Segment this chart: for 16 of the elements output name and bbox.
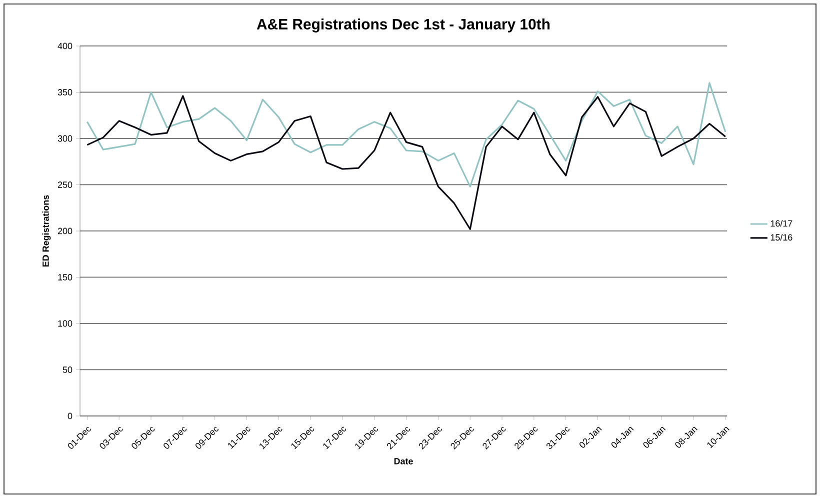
y-tick-label: 0	[68, 412, 72, 420]
y-tick-label: 100	[58, 320, 72, 327]
y-tick-label: 150	[58, 274, 72, 280]
y-tick-label: 200	[58, 228, 72, 234]
y-axis-title: ED Registrations	[42, 195, 51, 267]
legend-label: 16/17	[770, 220, 792, 227]
y-tick-label: 400	[58, 42, 72, 50]
legend-label: 15/16	[770, 234, 792, 241]
y-tick-label: 300	[58, 135, 72, 142]
line-series	[86, 95, 726, 230]
x-axis-title: Date	[394, 458, 413, 464]
chart-title: A&E Registrations Dec 1st - January 10th	[256, 18, 550, 32]
y-tick-label: 50	[62, 366, 72, 373]
line-series	[86, 82, 726, 188]
y-tick-label: 250	[58, 182, 72, 188]
y-tick-label: 350	[58, 89, 72, 96]
